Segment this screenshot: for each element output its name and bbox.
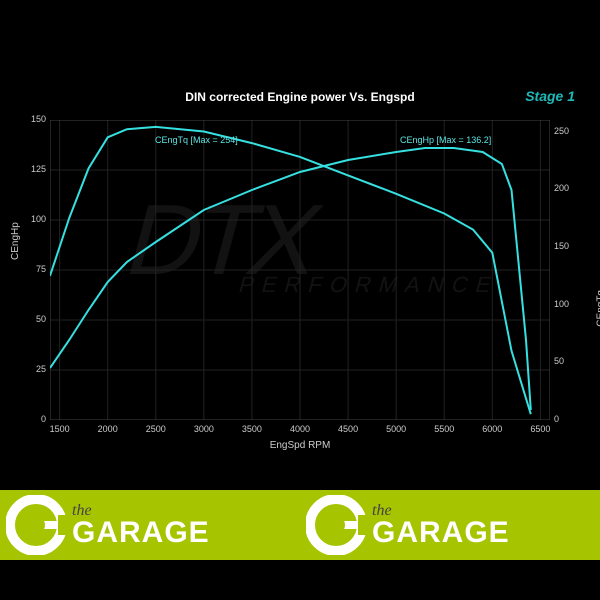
x-tick: 3000	[189, 424, 219, 434]
x-tick: 5000	[381, 424, 411, 434]
stage-label: Stage 1	[525, 88, 575, 104]
frame: DTX PERFORMANCE DIN corrected Engine pow…	[0, 0, 600, 600]
y2-tick: 100	[554, 299, 576, 309]
y2-tick: 0	[554, 414, 576, 424]
garage-g-icon	[6, 495, 66, 555]
y1-tick: 125	[24, 164, 46, 174]
y1-tick: 25	[24, 364, 46, 374]
x-tick: 1500	[45, 424, 75, 434]
y2-tick: 200	[554, 183, 576, 193]
chart-svg	[50, 120, 550, 420]
torque-annotation: CEngTq [Max = 254]	[155, 135, 238, 145]
power-annotation: CEngHp [Max = 136.2]	[400, 135, 491, 145]
x-tick: 4500	[333, 424, 363, 434]
x-tick: 6000	[477, 424, 507, 434]
x-tick: 3500	[237, 424, 267, 434]
logo-cell-1: the GARAGE	[0, 490, 300, 560]
logo-banner: the GARAGE the GARAGE	[0, 490, 600, 560]
x-tick: 6500	[525, 424, 555, 434]
banner-garage-1: GARAGE	[72, 519, 210, 546]
garage-g-icon	[306, 495, 366, 555]
y2-tick: 150	[554, 241, 576, 251]
banner-text-2: the GARAGE	[372, 504, 510, 545]
y1-tick: 50	[24, 314, 46, 324]
y2-tick: 250	[554, 126, 576, 136]
x-tick: 2500	[141, 424, 171, 434]
y2-tick: 50	[554, 356, 576, 366]
y1-tick: 75	[24, 264, 46, 274]
y1-tick: 150	[24, 114, 46, 124]
x-tick: 4000	[285, 424, 315, 434]
logo-cell-2: the GARAGE	[300, 490, 600, 560]
banner-garage-2: GARAGE	[372, 519, 510, 546]
y1-tick: 0	[24, 414, 46, 424]
y1-axis-label: CEngHp	[10, 222, 21, 260]
banner-text-1: the GARAGE	[72, 504, 210, 545]
x-axis-label: EngSpd RPM	[0, 440, 600, 451]
chart-title: DIN corrected Engine power Vs. Engspd	[0, 90, 600, 104]
x-tick: 5500	[429, 424, 459, 434]
x-tick: 2000	[93, 424, 123, 434]
y2-axis-label: CEngTq	[596, 290, 600, 327]
chart-plot	[50, 120, 550, 420]
y1-tick: 100	[24, 214, 46, 224]
